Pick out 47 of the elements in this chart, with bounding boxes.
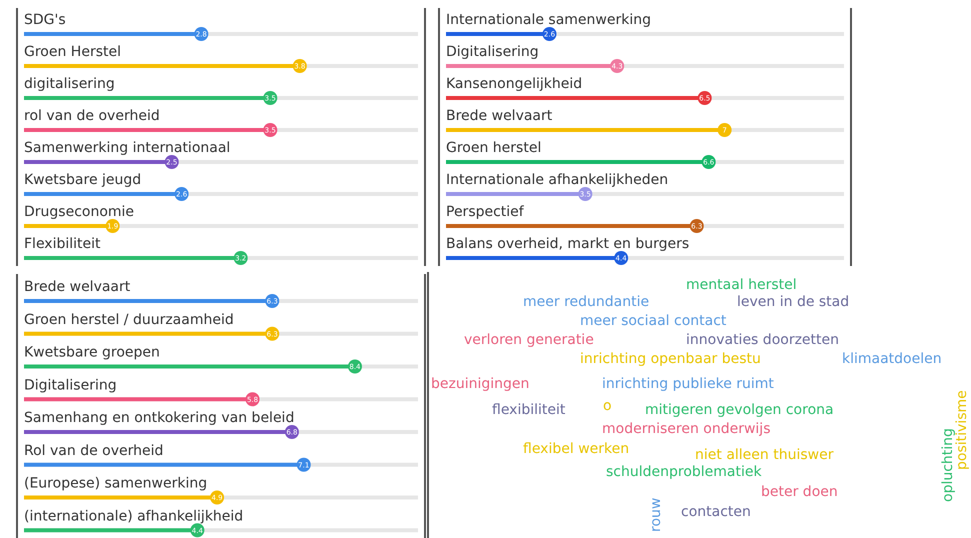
text: positivisme	[954, 390, 970, 470]
text: meer sociaal contact	[580, 313, 727, 329]
text: contacten	[681, 504, 751, 520]
y-tick-label: Flexibiliteit	[24, 236, 102, 252]
text: leven in de stad	[737, 294, 850, 310]
y-tick-label: Balans overheid, markt en burgers	[446, 236, 690, 252]
y-tick-label: SDG's	[24, 12, 66, 28]
text: innovaties doorzetten	[686, 332, 840, 348]
y-tick-label: (internationale) afhankelijkheid	[24, 508, 244, 524]
y-tick-label: (Europese) samenwerking	[24, 476, 208, 492]
text: bezuinigingen	[431, 376, 530, 392]
text: flexibiliteit	[492, 402, 566, 418]
text: meer redundantie	[523, 294, 650, 310]
text: schuldenproblematiek	[606, 464, 762, 480]
y-tick-label: Kansenongelijkheid	[446, 76, 582, 92]
y-tick-label: Digitalisering	[446, 44, 539, 60]
y-tick-label: digitalisering	[24, 76, 115, 92]
text: klimaatdoelen	[842, 351, 942, 367]
y-tick-label: Groen herstel	[446, 140, 542, 156]
y-tick-label: Samenhang en ontkokering van beleid	[24, 410, 294, 426]
y-tick-label: Groen herstel / duurzaamheid	[24, 312, 234, 328]
text: mentaal herstel	[686, 277, 797, 293]
text: beter doen	[761, 484, 838, 500]
text: moderniseren onderwijs	[602, 421, 770, 437]
text: opluchting	[940, 428, 956, 502]
point	[718, 123, 732, 137]
y-tick-label: Samenwerking internationaal	[24, 140, 230, 156]
y-tick-label: Groen Herstel	[24, 44, 121, 60]
y-tick-label: Perspectief	[446, 204, 525, 220]
y-tick-label: Internationale afhankelijkheden	[446, 172, 668, 188]
text: mitigeren gevolgen corona	[645, 402, 834, 418]
y-tick-label: rol van de overheid	[24, 108, 160, 124]
y-tick-label: Drugseconomie	[24, 204, 134, 220]
y-tick-label: Rol van de overheid	[24, 442, 164, 459]
text: rouw	[648, 498, 664, 532]
text: verloren generatie	[464, 332, 594, 348]
y-tick-label: Kwetsbare jeugd	[24, 172, 142, 188]
y-tick-label: Digitalisering	[24, 377, 117, 394]
text: inrichting publieke ruimt	[602, 376, 774, 392]
y-tick-label: Internationale samenwerking	[446, 12, 651, 28]
text: niet alleen thuiswer	[695, 447, 834, 463]
text: flexibel werken	[523, 441, 630, 457]
text: o	[603, 398, 612, 414]
y-tick-label: Brede welvaart	[24, 279, 131, 295]
text: inrichting openbaar bestu	[580, 351, 761, 367]
y-tick-label: Kwetsbare groepen	[24, 344, 160, 360]
y-tick-label: Brede welvaart	[446, 108, 553, 124]
